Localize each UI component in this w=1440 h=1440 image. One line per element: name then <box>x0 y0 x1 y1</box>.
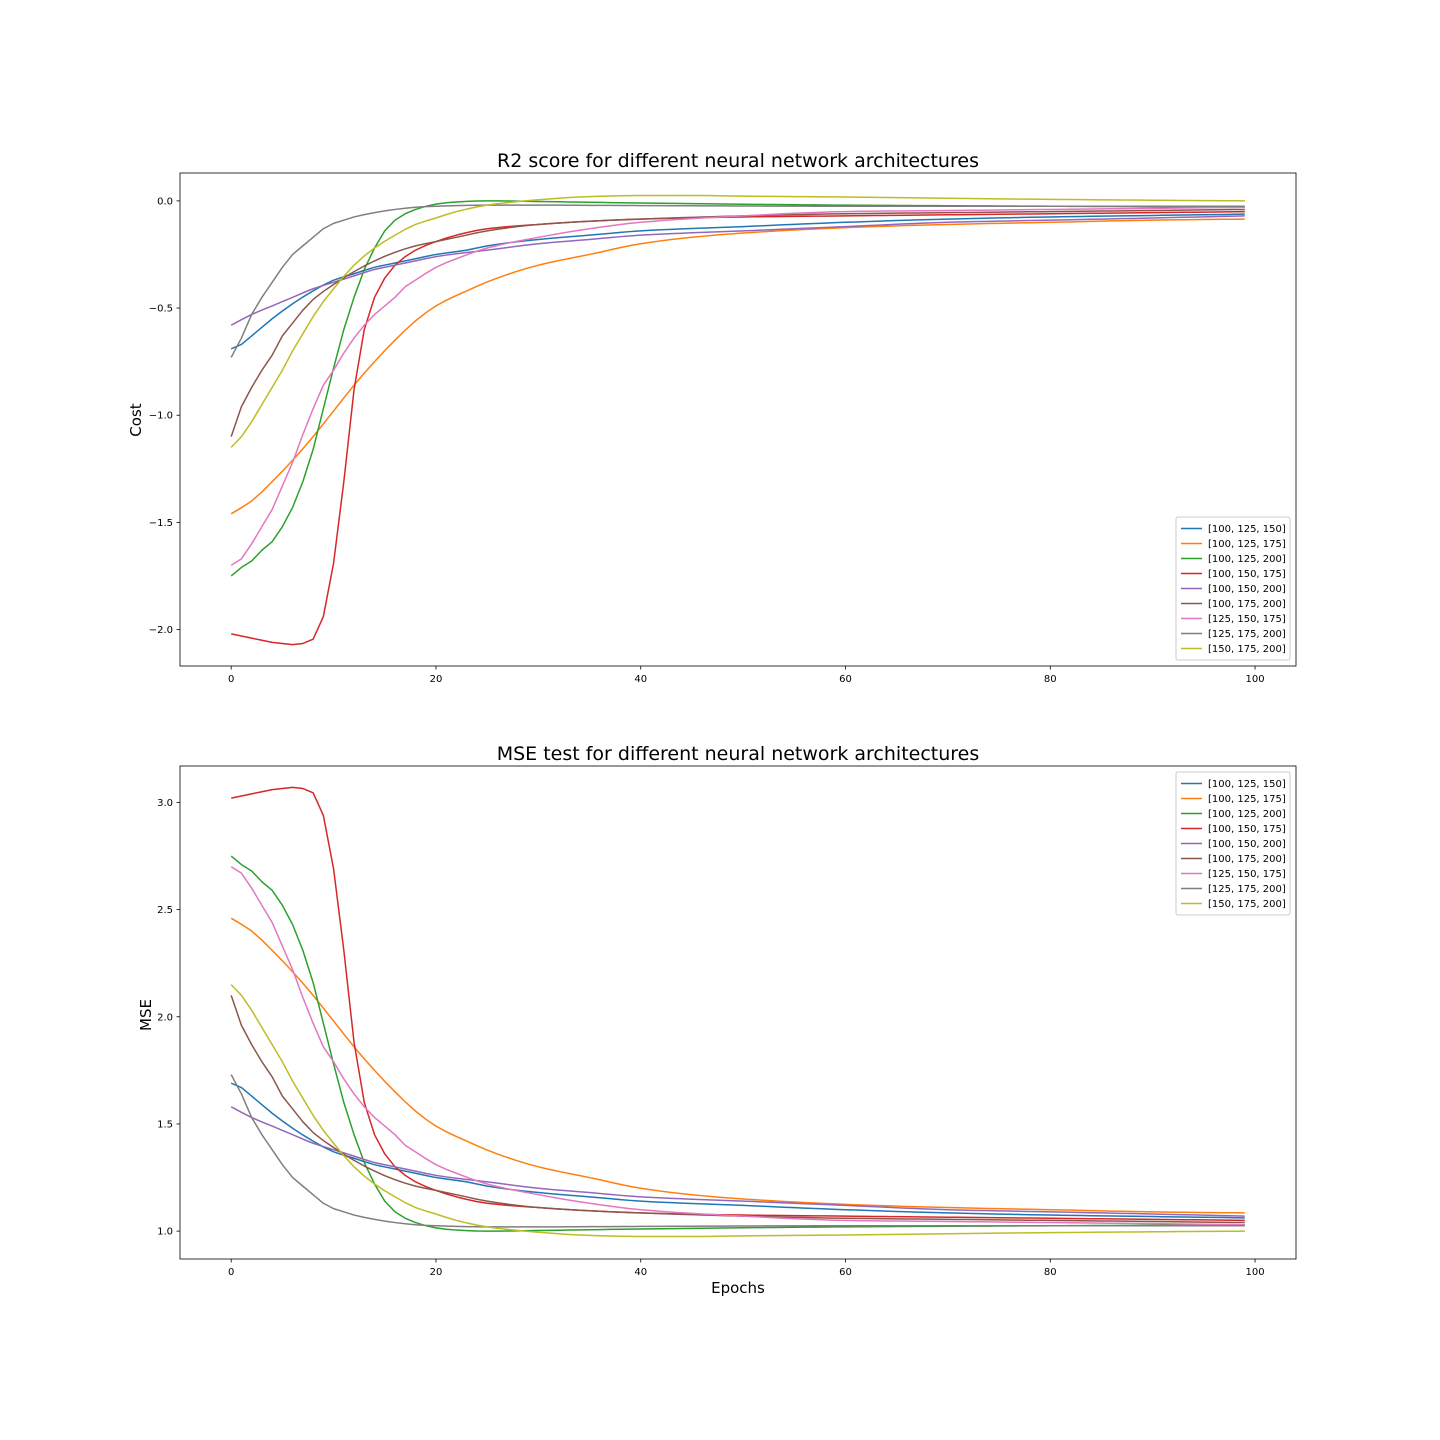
y-tick-label: 2.5 <box>157 905 173 916</box>
series-line-125-175-200 <box>230 1074 1245 1228</box>
legend-label-100-125-175: [100, 125, 175] <box>1208 794 1286 805</box>
series-line-100-150-175 <box>231 786 1245 1222</box>
x-tick-label: 60 <box>839 674 852 685</box>
legend-label-100-175-200: [100, 175, 200] <box>1208 599 1286 610</box>
legend-label-100-150-175: [100, 150, 175] <box>1208 824 1286 835</box>
legend-label-100-125-150: [100, 125, 150] <box>1208 524 1286 535</box>
legend: [100, 125, 150] [100, 125, 175] [100, 125,… <box>1175 771 1291 916</box>
legend-box <box>1175 516 1291 661</box>
x-tick-label: 0 <box>228 674 234 685</box>
series-line-100-125-150 <box>230 213 1245 350</box>
legend-label-100-125-200: [100, 125, 200] <box>1208 809 1286 820</box>
x-tick-label: 80 <box>1044 674 1057 685</box>
legend-label-100-125-200: [100, 125, 200] <box>1208 554 1286 565</box>
series-line-100-150-200 <box>230 1106 1245 1217</box>
plot-frame <box>179 172 1297 667</box>
legend-label-125-175-200: [125, 175, 200] <box>1208 629 1286 640</box>
legend-box <box>1175 771 1291 916</box>
legend-label-100-125-175: [100, 125, 175] <box>1208 539 1286 550</box>
legend-label-150-175-200: [150, 175, 200] <box>1208 899 1286 910</box>
legend-label-100-150-200: [100, 150, 200] <box>1208 584 1286 595</box>
r2-score-chart: R2 score for different neural network ar… <box>127 150 1297 685</box>
plot-area: 0 20 40 60 80 100 0.0 −0.5 −1.0 −1.5 −2.0 [100, 125… <box>149 172 1297 685</box>
legend-label-125-175-200: [125, 175, 200] <box>1208 884 1286 895</box>
plot-area: 0 20 40 60 80 100 1.0 1.5 2.0 2.5 3.0 [100, 125, 15… <box>157 765 1297 1278</box>
legend: [100, 125, 150] [100, 125, 175] [100, 125,… <box>1175 516 1291 661</box>
y-tick-label: 0.0 <box>157 196 173 207</box>
legend-label-125-150-175: [125, 150, 175] <box>1208 869 1286 880</box>
series-line-125-150-175 <box>230 206 1245 566</box>
chart-title: R2 score for different neural network ar… <box>497 150 979 172</box>
series-line-100-150-200 <box>230 215 1245 326</box>
x-tick-label: 100 <box>1245 1267 1264 1278</box>
legend-label-100-150-200: [100, 150, 200] <box>1208 839 1286 850</box>
y-axis-label: Cost <box>127 403 145 436</box>
chart-title: MSE test for different neural network ar… <box>497 743 980 765</box>
x-axis-label: Epochs <box>711 1279 765 1297</box>
legend-label-100-150-175: [100, 150, 175] <box>1208 569 1286 580</box>
legend-label-100-125-150: [100, 125, 150] <box>1208 779 1286 790</box>
series-line-125-175-200 <box>230 204 1245 358</box>
series-line-100-125-175 <box>230 218 1245 515</box>
y-tick-label: 3.0 <box>157 798 173 809</box>
y-tick-label: −1.0 <box>149 411 173 422</box>
y-tick-label: −1.5 <box>149 518 173 529</box>
y-tick-label: 1.0 <box>157 1227 173 1238</box>
x-tick-label: 20 <box>430 674 443 685</box>
series-lines <box>230 194 1245 646</box>
x-tick-label: 20 <box>430 1267 443 1278</box>
series-lines <box>230 786 1245 1238</box>
y-tick-label: −2.0 <box>149 625 173 636</box>
y-tick-label: 2.0 <box>157 1012 173 1023</box>
series-line-150-175-200 <box>230 194 1245 448</box>
legend-label-125-150-175: [125, 150, 175] <box>1208 614 1286 625</box>
x-tick-label: 40 <box>634 674 647 685</box>
series-line-100-150-175 <box>231 210 1245 646</box>
series-line-100-125-175 <box>230 917 1245 1214</box>
series-line-150-175-200 <box>230 984 1245 1238</box>
x-tick-label: 40 <box>634 1267 647 1278</box>
legend-label-150-175-200: [150, 175, 200] <box>1208 644 1286 655</box>
x-tick-label: 100 <box>1245 674 1264 685</box>
y-tick-label: −0.5 <box>149 304 173 315</box>
x-tick-label: 0 <box>228 1267 234 1278</box>
legend-label-100-175-200: [100, 175, 200] <box>1208 854 1286 865</box>
series-line-125-150-175 <box>230 866 1245 1226</box>
y-axis-label: MSE <box>137 999 155 1031</box>
x-tick-label: 60 <box>839 1267 852 1278</box>
y-tick-label: 1.5 <box>157 1119 173 1130</box>
plot-frame <box>179 765 1297 1260</box>
mse-test-chart: MSE test for different neural network ar… <box>137 743 1297 1297</box>
series-line-100-125-150 <box>230 1082 1245 1219</box>
x-tick-label: 80 <box>1044 1267 1057 1278</box>
